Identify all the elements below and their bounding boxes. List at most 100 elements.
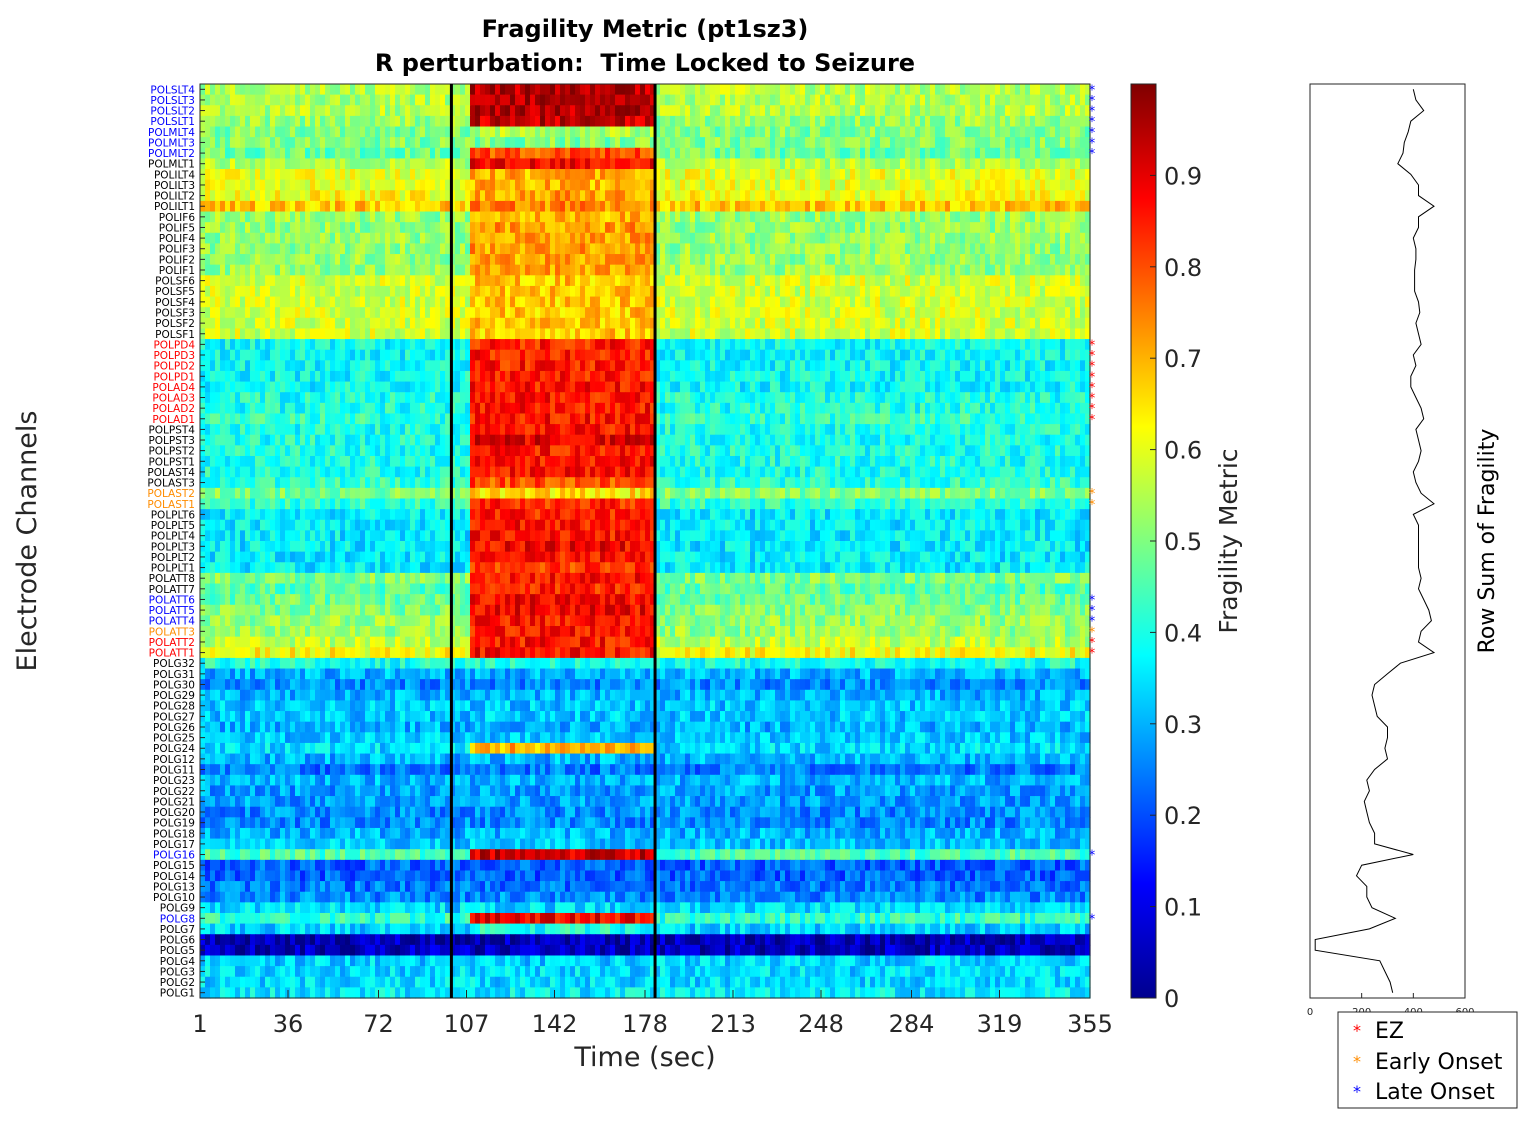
heatmap-cell <box>500 275 506 287</box>
heatmap-cell <box>915 243 921 255</box>
heatmap-cell <box>680 264 686 276</box>
heatmap-cell <box>925 275 931 287</box>
heatmap-cell <box>975 179 981 191</box>
heatmap-cell <box>770 349 776 361</box>
heatmap-cell <box>300 179 306 191</box>
heatmap-cell <box>730 115 736 128</box>
heatmap-cell <box>980 169 986 181</box>
heatmap-row <box>200 94 1091 106</box>
heatmap-cell <box>865 339 871 351</box>
heatmap-cell <box>280 200 286 213</box>
heatmap-cell <box>870 94 876 106</box>
heatmap-cell <box>670 190 676 202</box>
heatmap-cell <box>410 296 416 308</box>
heatmap-cell <box>440 307 446 319</box>
heatmap-cell <box>805 94 811 106</box>
heatmap-cell <box>635 94 641 106</box>
chart-title: Fragility Metric (pt1sz3) <box>482 15 809 43</box>
heatmap-cell <box>275 360 281 372</box>
heatmap-cell <box>555 211 561 223</box>
heatmap-cell <box>945 370 951 383</box>
heatmap-cell <box>370 147 376 159</box>
heatmap-cell <box>380 147 386 159</box>
heatmap-cell <box>785 94 791 106</box>
heatmap-cell <box>640 360 646 372</box>
heatmap-cell <box>285 179 291 191</box>
heatmap-cell <box>695 307 701 319</box>
heatmap-cell <box>310 275 316 287</box>
heatmap-cell <box>675 179 681 191</box>
heatmap-cell <box>910 115 916 128</box>
heatmap-cell <box>880 339 886 351</box>
heatmap-cell <box>615 339 621 351</box>
heatmap-cell <box>220 169 226 181</box>
heatmap-row <box>200 307 1091 319</box>
heatmap-cell <box>750 360 756 372</box>
heatmap-cell <box>230 264 236 276</box>
heatmap-cell <box>750 158 756 170</box>
heatmap-cell <box>220 94 226 106</box>
heatmap-cell <box>740 349 746 361</box>
heatmap-cell <box>260 296 266 308</box>
heatmap-cell <box>250 115 256 128</box>
heatmap-cell <box>460 360 466 372</box>
heatmap-cell <box>525 275 531 287</box>
heatmap-cell <box>730 179 736 191</box>
heatmap-cell <box>740 254 746 266</box>
heatmap-cell <box>730 147 736 159</box>
heatmap-cell <box>215 339 221 351</box>
heatmap-cell <box>515 243 521 255</box>
heatmap-cell <box>940 179 946 191</box>
heatmap-cell <box>635 296 641 308</box>
heatmap-cell <box>335 243 341 255</box>
heatmap-cell <box>610 200 616 213</box>
heatmap-cell <box>895 147 901 159</box>
heatmap-cell <box>835 126 841 138</box>
heatmap-cell <box>965 349 971 361</box>
heatmap-cell <box>355 222 361 234</box>
heatmap-cell <box>355 296 361 308</box>
heatmap-cell <box>350 370 356 383</box>
heatmap-cell <box>495 169 501 181</box>
heatmap-cell <box>610 147 616 159</box>
heatmap-cell <box>655 296 661 308</box>
heatmap-cell <box>575 126 581 138</box>
heatmap-cell <box>690 169 696 181</box>
heatmap-cell <box>835 200 841 213</box>
heatmap-cell <box>240 211 246 223</box>
heatmap-cell <box>235 105 241 117</box>
heatmap-cell <box>1085 190 1091 202</box>
heatmap-cell <box>530 328 536 340</box>
heatmap-cell <box>620 200 626 213</box>
heatmap-cell <box>385 105 391 117</box>
heatmap-cell <box>600 328 606 340</box>
heatmap-cell <box>370 115 376 128</box>
heatmap-cell <box>425 275 431 287</box>
heatmap-cell <box>800 94 806 106</box>
heatmap-cell <box>660 243 666 255</box>
heatmap-cell <box>970 200 976 213</box>
heatmap-cell <box>570 105 576 117</box>
heatmap-cell <box>545 126 551 138</box>
heatmap-cell <box>465 254 471 266</box>
heatmap-cell <box>370 158 376 170</box>
heatmap-cell <box>300 275 306 287</box>
heatmap-cell <box>555 179 561 191</box>
heatmap-cell <box>920 105 926 117</box>
heatmap-cell <box>620 190 626 202</box>
heatmap-cell <box>260 232 266 245</box>
heatmap-cell <box>820 126 826 138</box>
heatmap-cell <box>530 169 536 181</box>
heatmap-cell <box>1035 126 1041 138</box>
heatmap-cell <box>300 211 306 223</box>
heatmap-cell <box>945 94 951 106</box>
heatmap-cell <box>1065 243 1071 255</box>
heatmap-cell <box>545 317 551 330</box>
heatmap-cell <box>480 275 486 287</box>
heatmap-cell <box>900 169 906 181</box>
heatmap-cell <box>540 169 546 181</box>
heatmap-cell <box>280 222 286 234</box>
heatmap-cell <box>940 158 946 170</box>
heatmap-cell <box>685 200 691 213</box>
heatmap-cell <box>520 115 526 128</box>
